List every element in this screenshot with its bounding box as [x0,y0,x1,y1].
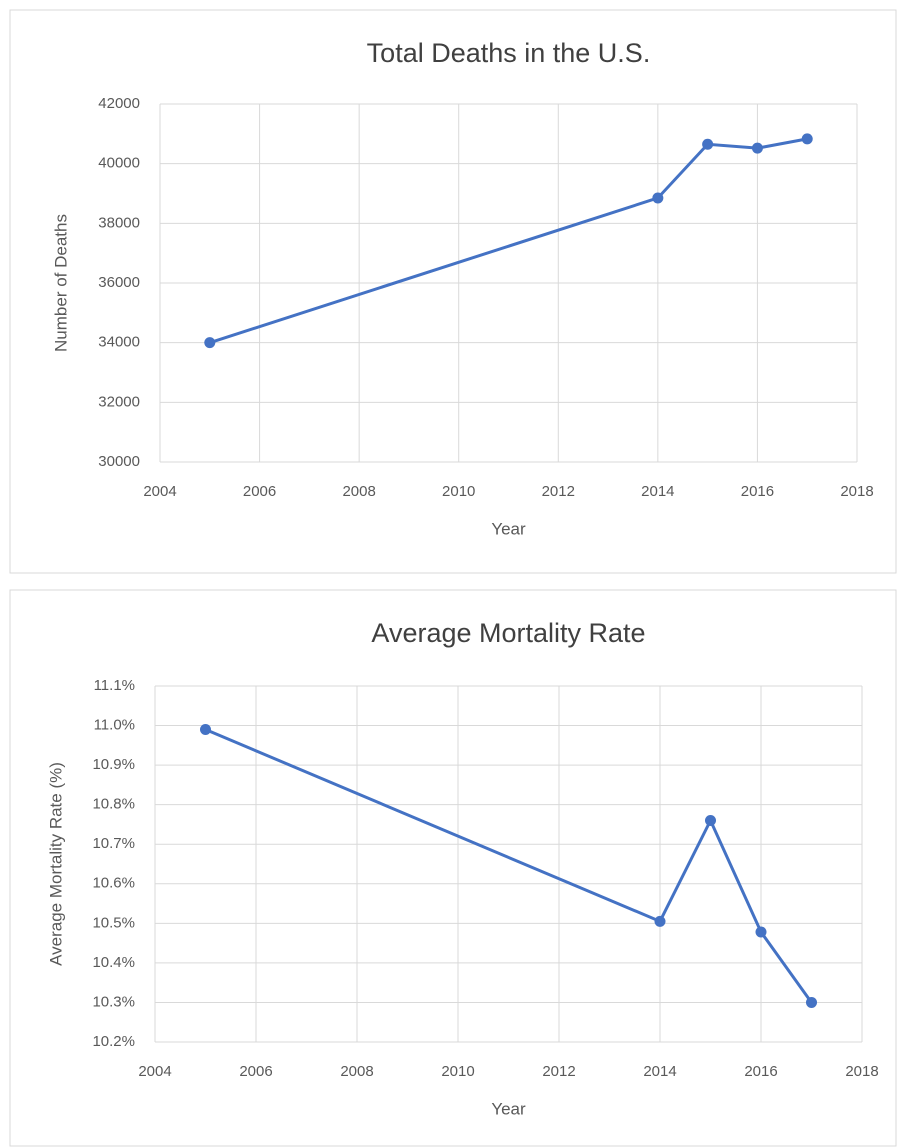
y-tick-label: 10.4% [92,954,135,971]
y-tick-label: 10.5% [92,914,135,931]
y-tick-label: 36000 [98,274,140,291]
x-tick-label: 2010 [442,483,475,500]
y-tick-label: 11.0% [94,717,135,734]
x-tick-label: 2018 [840,483,873,500]
y-tick-label: 32000 [98,393,140,410]
data-point [652,192,664,204]
x-tick-label: 2004 [143,483,176,500]
data-point [200,724,211,736]
data-point [654,915,666,927]
y-tick-label: 10.7% [92,835,135,852]
x-axis-title: Year [491,1099,526,1118]
x-tick-label: 2012 [542,483,575,500]
x-tick-label: 2010 [441,1063,474,1080]
y-tick-label: 40000 [98,155,140,172]
y-tick-label: 10.3% [92,993,135,1010]
y-tick-label: 42000 [98,95,140,112]
chart-panel [9,589,897,1147]
y-axis-title: Average Mortality Rate (%) [46,762,65,966]
y-tick-label: 38000 [98,214,140,231]
y-tick-label: 10.2% [92,1033,135,1050]
data-point [751,142,763,154]
x-tick-label: 2006 [239,1063,272,1080]
x-tick-label: 2018 [845,1063,878,1080]
x-tick-label: 2008 [340,1063,373,1080]
x-axis-title: Year [491,519,526,538]
data-point [702,138,714,150]
chart-title: Total Deaths in the U.S. [367,38,651,68]
y-tick-label: 10.9% [92,756,135,773]
chart-title: Average Mortality Rate [371,618,645,648]
y-tick-label: 10.6% [92,875,135,892]
x-tick-label: 2016 [744,1063,777,1080]
x-tick-label: 2014 [643,1063,676,1080]
data-point [755,926,767,938]
x-tick-label: 2012 [542,1063,575,1080]
y-tick-label: 34000 [98,334,140,351]
data-point [806,996,817,1008]
x-tick-label: 2004 [138,1063,171,1080]
x-tick-label: 2006 [243,483,276,500]
y-axis-title: Number of Deaths [51,214,70,352]
y-tick-label: 10.8% [92,796,135,813]
data-point [204,337,216,349]
data-point [705,814,716,826]
y-tick-label: 30000 [98,453,140,470]
y-tick-label: 11.1% [94,677,135,694]
x-tick-label: 2016 [741,483,774,500]
data-point [801,133,813,145]
x-tick-label: 2014 [641,483,674,500]
x-tick-label: 2008 [342,483,375,500]
